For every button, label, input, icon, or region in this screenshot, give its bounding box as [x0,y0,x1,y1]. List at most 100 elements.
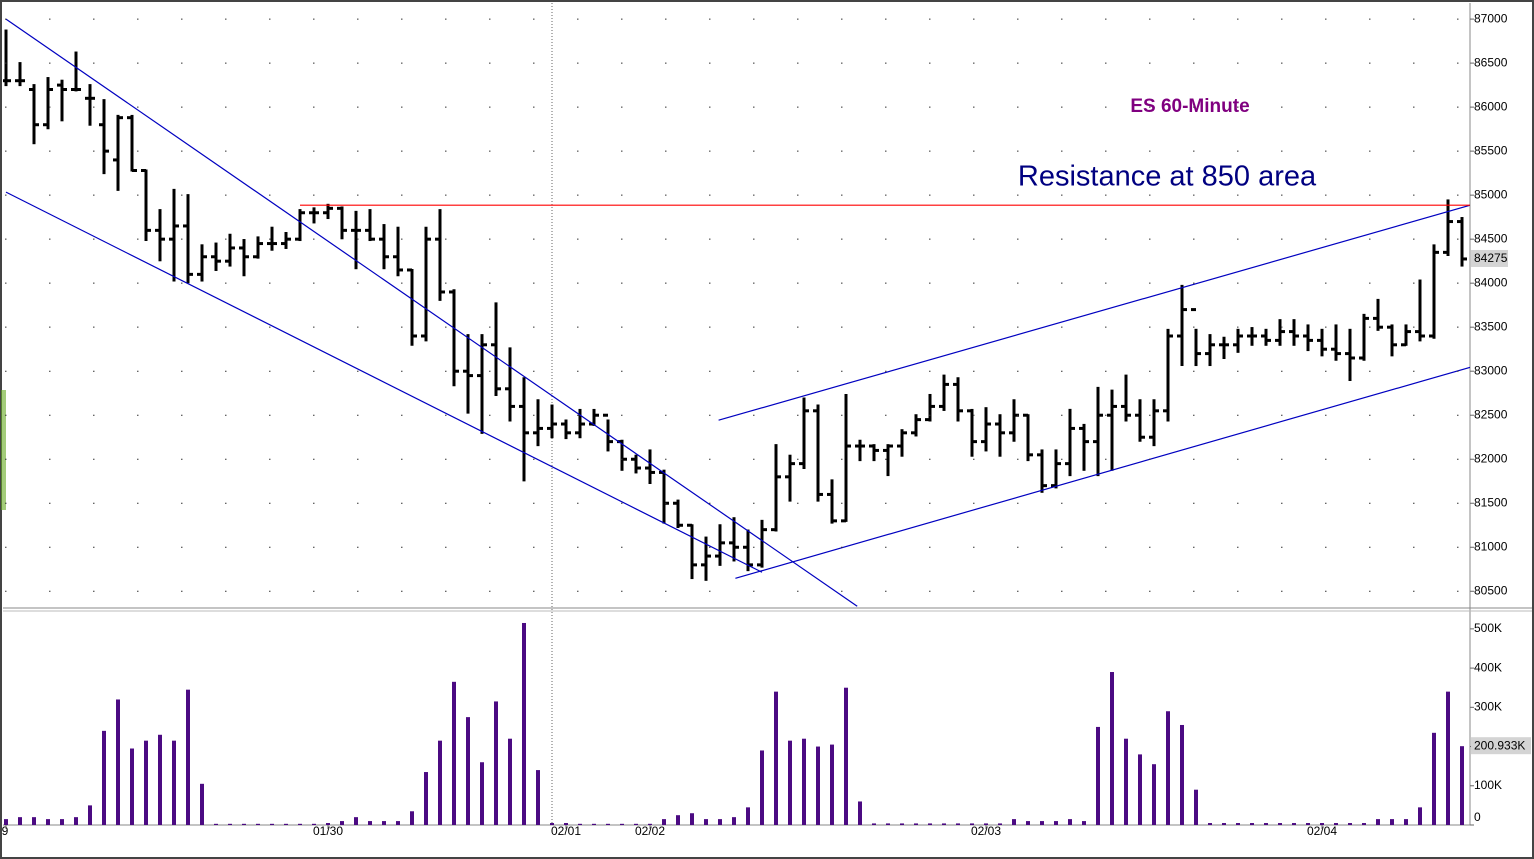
volume-bar [452,681,456,825]
volume-bar [550,823,554,825]
volume-bar [424,772,428,825]
volume-bar [872,823,876,825]
volume-bar [1278,823,1282,825]
volume-bar [564,823,568,825]
volume-bar [676,815,680,825]
volume-bar [914,823,918,825]
volume-bar [396,821,400,825]
volume-bar [88,805,92,825]
volume-bar [1068,819,1072,825]
volume-bar [844,687,848,825]
volume-bar [690,813,694,825]
volume-bar [46,819,50,825]
volume-bar [382,821,386,825]
volume-bar [1208,823,1212,825]
volume-bar [1460,746,1464,825]
volume-bar [326,823,330,825]
volume-bar [760,750,764,825]
volume-bar [144,740,148,825]
volume-bar [116,699,120,825]
volume-bar [592,823,596,825]
last-price-box [1471,249,1508,267]
volume-bar [1264,823,1268,825]
x-tick-label: 02/03 [971,824,1001,838]
volume-bar [1082,821,1086,825]
volume-bar [172,740,176,825]
price-plot [3,18,1470,607]
volume-bar [312,823,316,825]
y-tick-label: 500K [1474,621,1502,635]
x-tick-label: 02/04 [1307,824,1337,838]
volume-bar [1054,821,1058,825]
volume-bar [480,762,484,825]
volume-bar [214,823,218,825]
volume-bar [732,817,736,825]
volume-bar [1152,764,1156,825]
volume-bar [1180,724,1184,825]
volume-bar [816,746,820,825]
volume-bar [648,823,652,825]
y-tick-label: 86000 [1474,99,1508,113]
volume-bar [270,823,274,825]
volume-bar [74,817,78,825]
volume-bar [536,770,540,825]
volume-bar [984,823,988,825]
volume-bar [1110,672,1114,825]
volume-bar [228,823,232,825]
x-tick-label: 9 [2,824,9,838]
volume-bar [354,817,358,825]
trendline [718,204,1470,421]
y-tick-label: 0 [1474,810,1481,824]
y-tick-label: 81000 [1474,539,1508,553]
volume-bar [802,738,806,825]
volume-bar [1306,823,1310,825]
volume-bar [130,748,134,825]
volume-bar [704,819,708,825]
volume-bar [662,819,666,825]
volume-plot [4,622,1464,825]
volume-bar [956,823,960,825]
volume-bar [1334,823,1338,825]
volume-bar [1320,823,1324,825]
volume-bar [340,821,344,825]
volume-bar [970,823,974,825]
y-tick-label: 80500 [1474,583,1508,597]
annotation: Resistance at 850 area [1018,161,1317,193]
volume-bar [1222,823,1226,825]
last-volume-label: 200.933K [1474,738,1525,752]
volume-bar [774,691,778,825]
volume-bar [718,819,722,825]
volume-bar [942,823,946,825]
volume-bar [928,823,932,825]
volume-bar [1236,823,1240,825]
volume-bar [1404,819,1408,825]
volume-bar [242,823,246,825]
volume-bar [1166,711,1170,825]
volume-bar [508,738,512,825]
volume-bar [1138,754,1142,825]
trendline [735,366,1470,579]
volume-bar [158,734,162,825]
x-tick-label: 01/30 [313,824,343,838]
volume-bar [32,817,36,825]
volume-bar [746,807,750,825]
last-price-label: 84275 [1474,251,1508,265]
volume-bar [1432,732,1436,825]
volume-bar [1376,819,1380,825]
x-tick-label: 02/01 [551,824,581,838]
volume-bar [1348,823,1352,825]
axes: 80500 81000 81500 82000 82500 83000 83500 84000… [2,11,1531,838]
volume-bar [998,823,1002,825]
volume-bar [256,823,260,825]
y-tick-label: 84500 [1474,231,1508,245]
volume-bar [606,823,610,825]
volume-bar [634,823,638,825]
volume-bar [1026,821,1030,825]
volume-bar [788,740,792,825]
chart-title: ES 60-Minute [1130,96,1249,117]
volume-bar [186,689,190,825]
volume-bar [284,823,288,825]
y-tick-label: 82500 [1474,407,1508,421]
